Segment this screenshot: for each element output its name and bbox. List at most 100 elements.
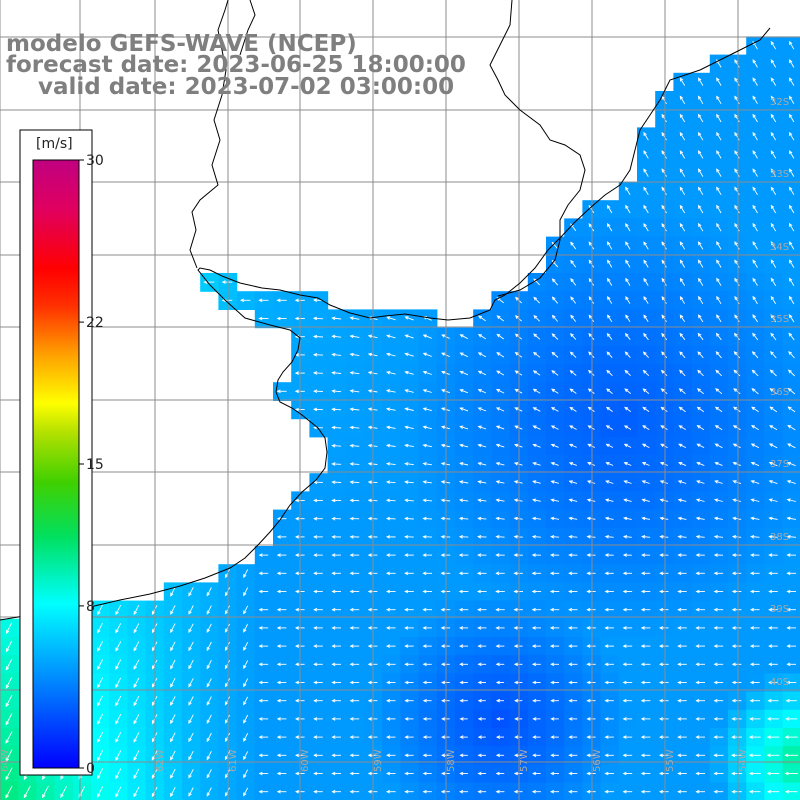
wind-arrow xyxy=(731,753,743,758)
wind-arrow xyxy=(206,641,212,652)
wind-arrow xyxy=(678,425,686,430)
wind-arrow xyxy=(422,352,432,357)
longitude-label: 58W xyxy=(446,749,457,772)
wind-arrow xyxy=(349,735,360,739)
wind-arrow xyxy=(313,771,323,776)
latitude-label: 40S xyxy=(770,677,789,688)
wind-arrow xyxy=(422,462,432,466)
wind-arrow xyxy=(679,314,686,323)
wind-arrow xyxy=(313,516,323,521)
wind-arrow xyxy=(749,644,760,648)
colorbar-tick-label: 8 xyxy=(86,599,95,615)
wind-arrow xyxy=(770,168,777,177)
wind-arrow xyxy=(532,680,541,685)
wind-arrow xyxy=(458,589,469,594)
wind-arrow xyxy=(568,516,578,521)
wind-arrow xyxy=(349,389,360,393)
wind-arrow xyxy=(568,735,578,739)
wind-arrow xyxy=(331,680,341,685)
wind-arrow xyxy=(752,204,758,214)
wind-arrow xyxy=(422,753,432,758)
wind-arrow xyxy=(661,186,667,196)
wind-arrow xyxy=(258,571,269,576)
wind-arrow xyxy=(385,498,396,503)
wind-arrow xyxy=(97,695,104,707)
wind-arrow xyxy=(115,677,122,689)
wind-arrow xyxy=(459,717,468,721)
wind-arrow xyxy=(716,241,722,250)
wind-arrow xyxy=(606,223,613,232)
wind-arrow xyxy=(607,296,613,304)
wind-arrow xyxy=(677,717,687,721)
wind-arrow xyxy=(749,662,760,667)
wind-arrow xyxy=(752,332,759,341)
wind-arrow xyxy=(23,785,31,799)
wind-arrow xyxy=(313,735,323,739)
wind-speed-cell xyxy=(782,36,800,56)
wind-arrow xyxy=(606,388,613,394)
wind-arrow xyxy=(716,150,722,159)
wind-arrow xyxy=(622,589,633,594)
wind-arrow xyxy=(570,277,577,286)
wind-arrow xyxy=(570,259,577,268)
wind-arrow xyxy=(679,259,685,268)
wind-arrow xyxy=(531,571,542,576)
wind-arrow xyxy=(661,314,667,323)
wind-arrow xyxy=(550,771,559,776)
wind-arrow xyxy=(695,498,705,502)
wind-arrow xyxy=(788,150,795,159)
wind-arrow xyxy=(769,369,777,377)
wind-arrow xyxy=(643,259,649,268)
wind-arrow xyxy=(5,694,13,708)
wind-arrow xyxy=(640,698,651,703)
wind-arrow xyxy=(643,131,649,141)
wind-arrow xyxy=(678,406,686,413)
wind-arrow xyxy=(604,771,614,776)
longitude-label: 60W xyxy=(300,749,311,772)
latitude-label: 35S xyxy=(770,314,789,325)
wind-arrow xyxy=(734,113,740,123)
wind-arrow xyxy=(788,40,795,50)
wind-arrow xyxy=(695,735,705,739)
wind-arrow xyxy=(770,204,777,214)
wind-arrow xyxy=(477,534,487,539)
wind-arrow xyxy=(203,280,215,284)
wind-arrow xyxy=(661,168,667,177)
wind-speed-cell xyxy=(782,382,800,401)
wind-arrow xyxy=(697,77,704,86)
wind-arrow xyxy=(97,731,104,743)
wind-arrow xyxy=(660,406,668,412)
wind-arrow xyxy=(349,662,360,667)
wind-arrow xyxy=(679,77,686,86)
wind-arrow xyxy=(243,605,249,615)
wind-arrow xyxy=(188,769,194,779)
longitude-label: 59W xyxy=(373,749,384,772)
wind-arrow xyxy=(97,641,103,652)
wind-arrow xyxy=(766,735,780,739)
wind-arrow xyxy=(749,717,761,721)
wind-arrow xyxy=(750,498,760,502)
wind-arrow xyxy=(749,607,760,612)
wind-arrow xyxy=(697,314,704,323)
wind-arrow xyxy=(5,713,13,726)
wind-arrow xyxy=(188,732,194,743)
wind-arrow xyxy=(679,241,686,250)
wind-arrow xyxy=(625,204,631,214)
wind-arrow xyxy=(531,789,541,794)
wind-arrow xyxy=(749,626,760,630)
wind-arrow xyxy=(697,241,704,250)
wind-arrow xyxy=(5,622,13,635)
wind-arrow xyxy=(331,717,341,721)
wind-arrow xyxy=(750,480,760,485)
wind-arrow xyxy=(750,553,760,557)
wind-arrow xyxy=(404,334,414,339)
wind-arrow xyxy=(697,332,704,341)
wind-arrow xyxy=(606,351,613,358)
wind-arrow xyxy=(385,789,396,794)
wind-arrow xyxy=(404,662,414,667)
wind-arrow xyxy=(731,589,742,594)
wind-arrow xyxy=(661,113,667,123)
wind-arrow xyxy=(404,644,414,648)
wind-arrow xyxy=(349,626,360,630)
